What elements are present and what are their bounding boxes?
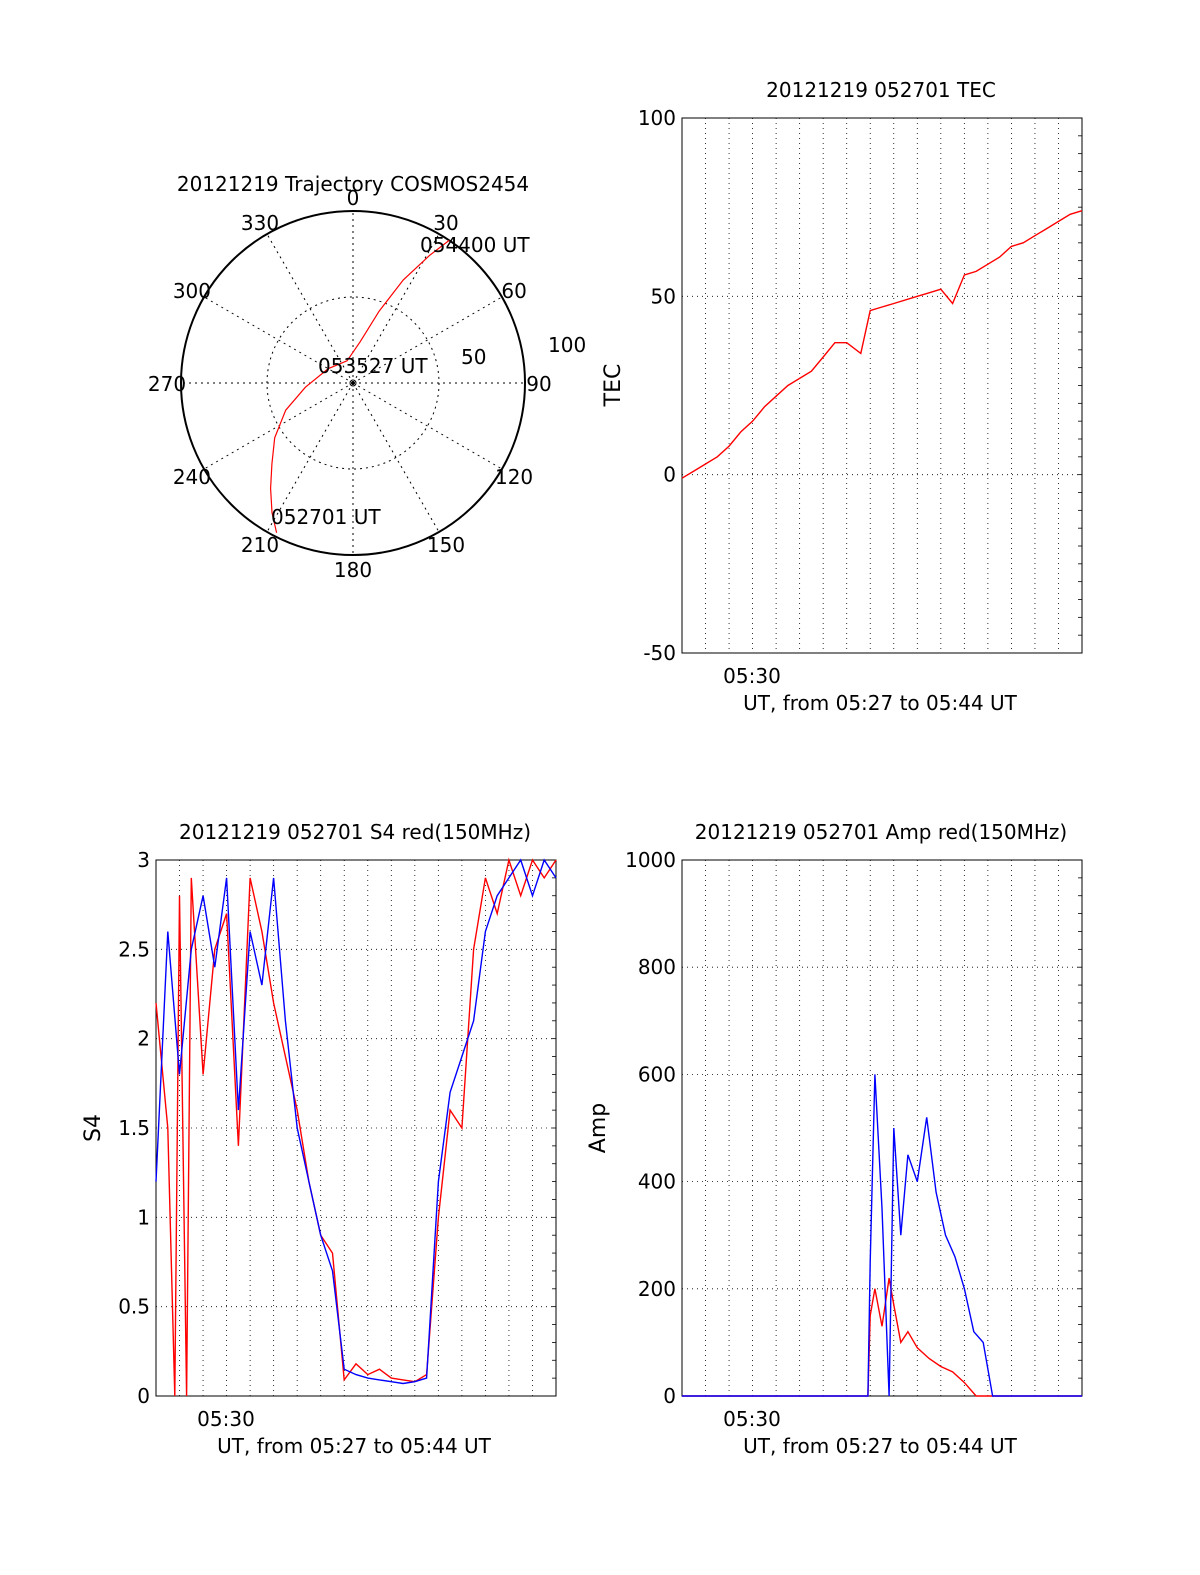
- amp-ylabel: Amp: [586, 1103, 611, 1153]
- polar-angle-label: 90: [526, 372, 551, 396]
- polar-spoke: [203, 382, 354, 470]
- amp-y-tick-label: 600: [638, 1062, 676, 1086]
- tec-xlabel: UT, from 05:27 to 05:44 UT: [743, 691, 1018, 715]
- polar-spoke: [203, 296, 354, 384]
- s4-y-tick-label: 3: [137, 848, 150, 872]
- s4-ylabel: S4: [81, 1114, 106, 1142]
- polar-spoke: [352, 382, 440, 533]
- s4-grid: [156, 859, 556, 1397]
- polar-angle-label: 120: [495, 465, 533, 489]
- polar-angle-labels: 0 30 60 90 120 150 180 210 240 270 300 330: [148, 186, 552, 582]
- polar-radial-label-50: 50: [461, 345, 486, 369]
- tec-y-tick-labels: 100 50 0 -50: [638, 106, 676, 665]
- polar-angle-label: 30: [433, 211, 458, 235]
- amp-y-tick-labels: 1000 800 600 400 200 0: [625, 848, 676, 1408]
- tec-title: 20121219 052701 TEC: [766, 78, 996, 102]
- s4-xlabel: UT, from 05:27 to 05:44 UT: [217, 1434, 492, 1458]
- tec-xtick-label: 05:30: [723, 664, 781, 688]
- polar-spoke: [266, 382, 354, 533]
- s4-y-tick-label: 1.5: [118, 1116, 150, 1140]
- polar-angle-label: 180: [334, 558, 372, 582]
- polar-spoke: [352, 382, 503, 470]
- polar-annotation-end: 054400 UT: [420, 233, 530, 257]
- polar-spoke: [266, 233, 354, 384]
- amp-series-group: [682, 1074, 1082, 1397]
- s4-series-group: [155, 857, 557, 1397]
- tec-y-tick-label: 0: [663, 463, 676, 487]
- s4-y-tick-label: 0: [137, 1384, 150, 1408]
- polar-annotation-start: 052701 UT: [271, 505, 381, 529]
- polar-panel: 20121219 Trajectory COSMOS2454 0 30 60 90 12…: [148, 172, 586, 582]
- polar-outer-ring: [180, 210, 526, 556]
- amp-y-tick-label: 200: [638, 1277, 676, 1301]
- s4-y-tick-label: 1: [137, 1205, 150, 1229]
- s4-series-line-2: [155, 858, 557, 1385]
- polar-trajectory-line: [269, 239, 450, 533]
- polar-spoke: [352, 233, 440, 384]
- s4-y-tick-label: 2: [137, 1027, 150, 1051]
- s4-panel: 20121219 052701 S4 red(150MHz) 3 2.5 2 1.5 1…: [81, 820, 557, 1458]
- tec-y-tick-label: 50: [651, 284, 676, 308]
- polar-angle-label: 240: [173, 465, 211, 489]
- polar-angle-label: 210: [241, 533, 279, 557]
- s4-series-line-1: [155, 857, 557, 1397]
- amp-xtick-label: 05:30: [723, 1407, 781, 1431]
- amp-y-tick-label: 1000: [625, 848, 676, 872]
- s4-y-tick-label: 0.5: [118, 1295, 150, 1319]
- tec-y-tick-label: 100: [638, 106, 676, 130]
- amp-panel: 20121219 052701 Amp red(150MHz) 1000 800 6…: [586, 820, 1083, 1458]
- polar-angle-label: 0: [347, 186, 360, 210]
- amp-y-tick-label: 0: [663, 1384, 676, 1408]
- tec-series-group: [681, 210, 1083, 479]
- amp-grid: [682, 859, 1082, 1397]
- polar-spoke: [352, 296, 503, 384]
- tec-series-line-1: [681, 210, 1083, 479]
- polar-angle-label: 330: [241, 211, 279, 235]
- amp-series-line-1: [682, 1277, 1082, 1397]
- tec-ylabel: TEC: [601, 364, 626, 408]
- amp-plot-frame: [681, 859, 1083, 1397]
- polar-grid: [180, 210, 526, 556]
- polar-angle-label: 270: [148, 372, 186, 396]
- tec-grid: [682, 117, 1082, 654]
- s4-title: 20121219 052701 S4 red(150MHz): [179, 820, 531, 844]
- amp-title: 20121219 052701 Amp red(150MHz): [695, 820, 1067, 844]
- polar-angle-label: 60: [501, 279, 526, 303]
- s4-y-tick-labels: 3 2.5 2 1.5 1 0.5 0: [118, 848, 150, 1408]
- polar-angle-label: 300: [173, 279, 211, 303]
- amp-y-tick-label: 400: [638, 1170, 676, 1194]
- s4-y-tick-label: 2.5: [118, 937, 150, 961]
- tec-plot-frame: [681, 117, 1083, 654]
- tec-y-tick-label: -50: [643, 641, 676, 665]
- s4-xtick-label: 05:30: [197, 1407, 255, 1431]
- amp-series-line-2: [682, 1074, 1082, 1397]
- amp-y-tick-label: 800: [638, 955, 676, 979]
- polar-center-mark: [349, 379, 357, 387]
- polar-angle-label: 150: [427, 533, 465, 557]
- amp-xlabel: UT, from 05:27 to 05:44 UT: [743, 1434, 1018, 1458]
- polar-radial-label-100: 100: [548, 333, 586, 357]
- polar-annotation-mid: 053527 UT: [318, 354, 428, 378]
- polar-title: 20121219 Trajectory COSMOS2454: [177, 172, 529, 196]
